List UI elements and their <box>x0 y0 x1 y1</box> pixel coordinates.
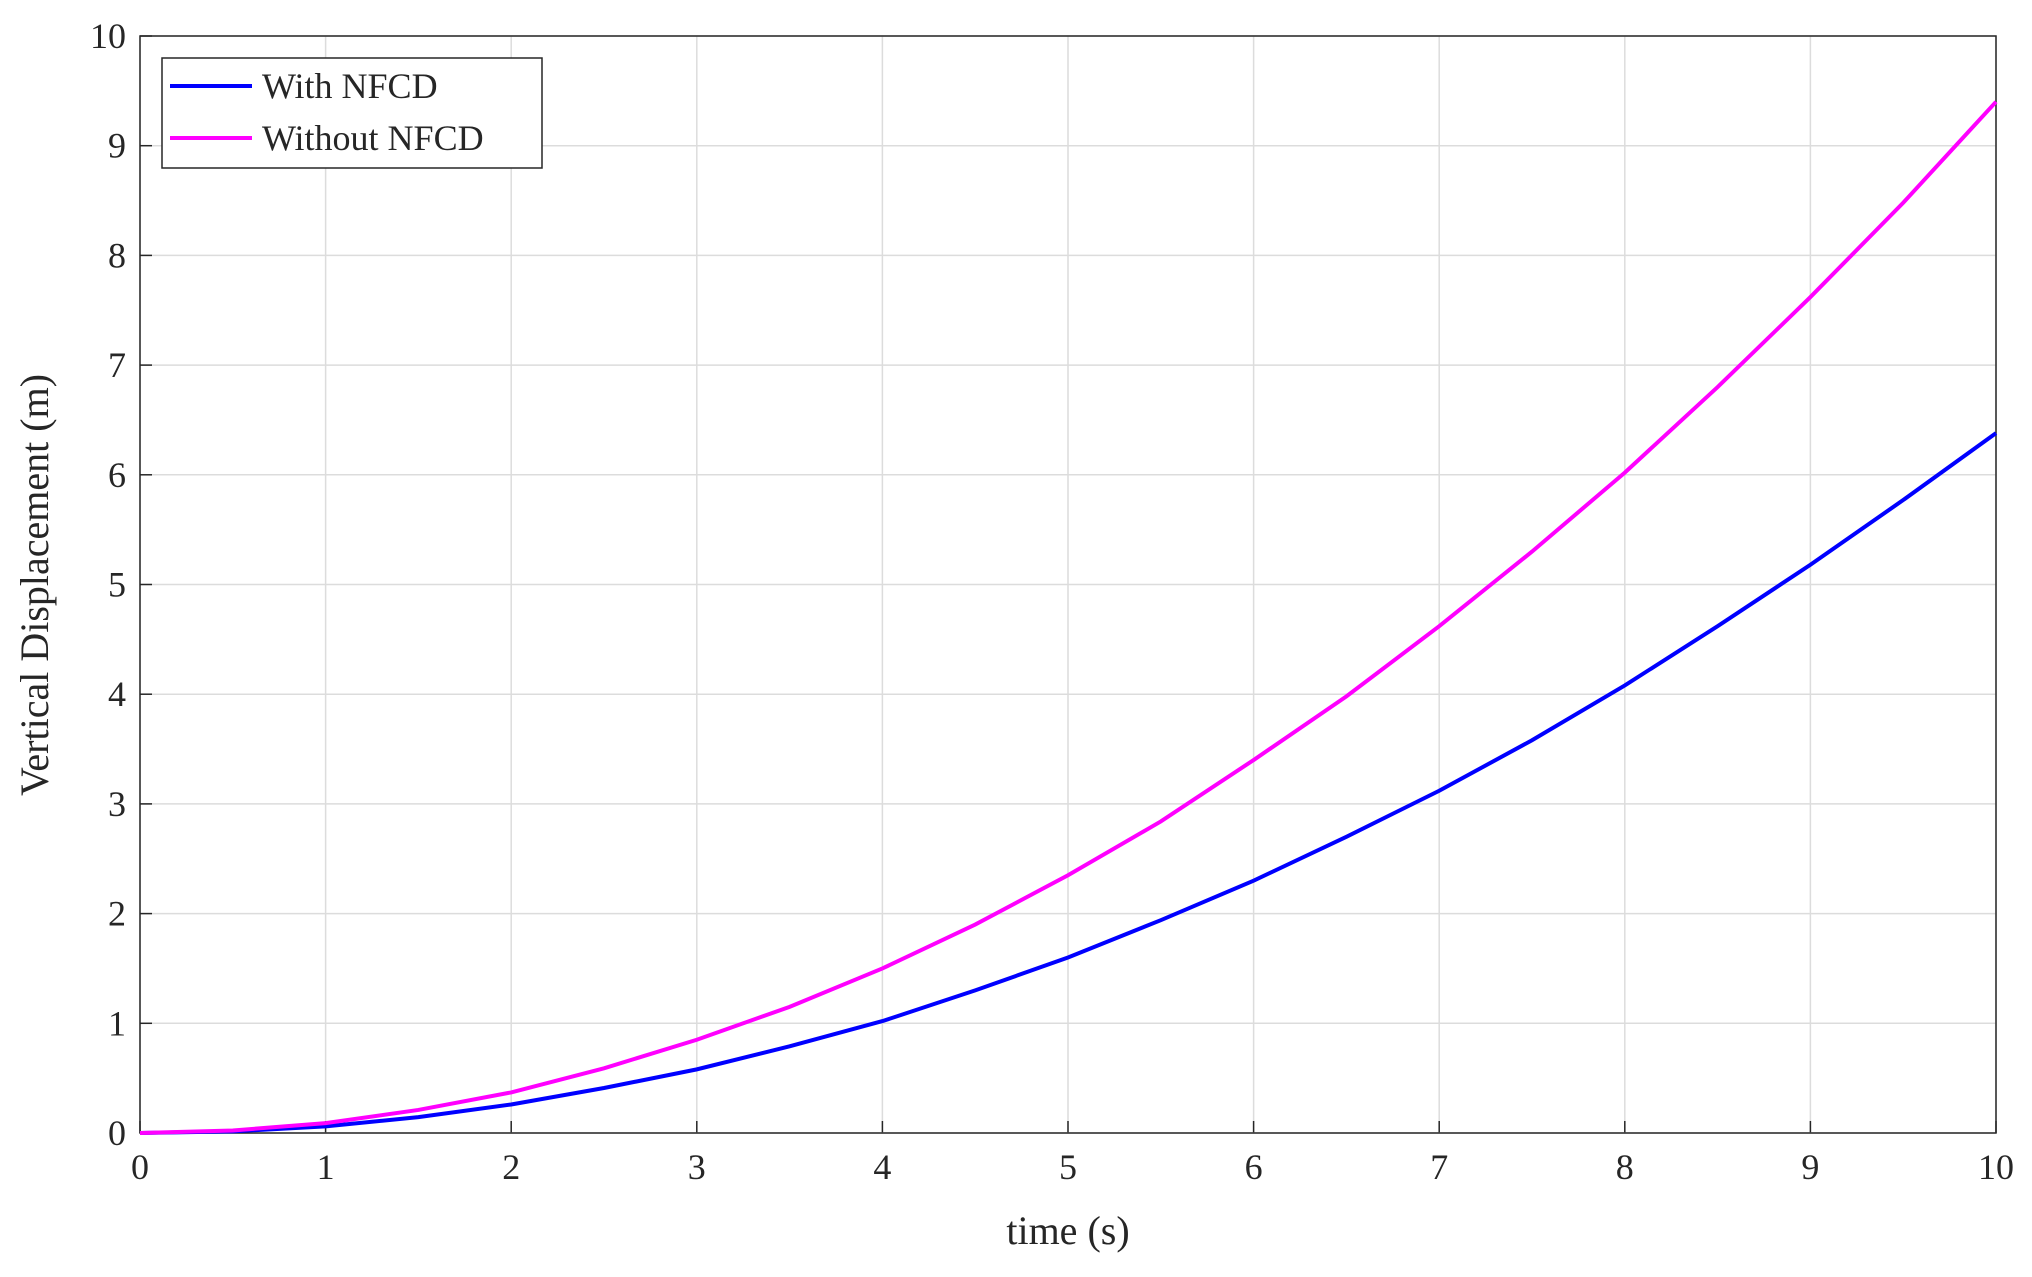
y-tick-label: 9 <box>108 126 126 166</box>
legend-box <box>161 57 543 169</box>
x-tick-label: 3 <box>688 1147 706 1187</box>
x-tick-label: 4 <box>873 1147 891 1187</box>
plot-frame <box>139 35 1997 1134</box>
x-tick-label: 1 <box>317 1147 335 1187</box>
legend-label: With NFCD <box>262 66 438 106</box>
y-tick-label: 6 <box>108 455 126 495</box>
line-series <box>139 431 1998 1135</box>
y-tick-label: 2 <box>108 894 126 934</box>
x-tick-label: 2 <box>502 1147 520 1187</box>
y-tick-label: 3 <box>108 784 126 824</box>
x-tick-label: 6 <box>1245 1147 1263 1187</box>
x-tick-label: 8 <box>1616 1147 1634 1187</box>
x-tick-label: 9 <box>1801 1147 1819 1187</box>
x-tick-label: 0 <box>131 1147 149 1187</box>
x-axis-label: time (s) <box>1006 1208 1129 1253</box>
y-tick-label: 5 <box>108 565 126 605</box>
x-tick-label: 5 <box>1059 1147 1077 1187</box>
x-tick-label: 10 <box>1978 1147 2014 1187</box>
x-tick-label: 7 <box>1430 1147 1448 1187</box>
y-tick-label: 4 <box>108 674 126 714</box>
line-series <box>139 100 1998 1135</box>
y-tick-label: 10 <box>90 16 126 56</box>
y-tick-label: 7 <box>108 345 126 385</box>
y-tick-label: 0 <box>108 1113 126 1153</box>
legend-label: Without NFCD <box>262 118 484 158</box>
y-tick-label: 8 <box>108 235 126 275</box>
y-tick-label: 1 <box>108 1003 126 1043</box>
y-axis-label: Vertical Displacement (m) <box>12 374 57 796</box>
